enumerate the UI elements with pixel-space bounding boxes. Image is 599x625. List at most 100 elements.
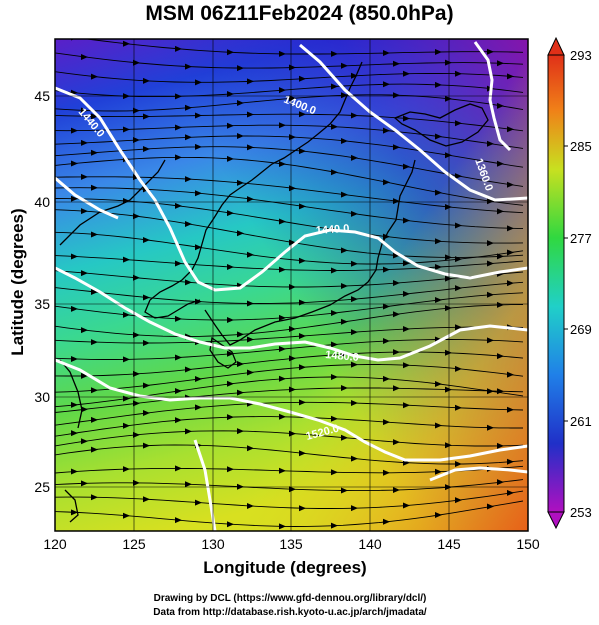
x-tick-label: 150: [516, 536, 540, 552]
streamline-arrow: [445, 349, 452, 356]
streamline-arrow: [227, 210, 234, 217]
streamline-arrow: [435, 468, 442, 475]
streamline-arrow: [383, 127, 390, 134]
wind-streamlines: [55, 39, 524, 530]
streamline-arrow: [299, 148, 306, 155]
streamline-arrow: [133, 274, 140, 281]
x-axis: 120 125 130 135 140 145 150: [43, 536, 540, 552]
streamline-arrow: [507, 406, 514, 413]
streamline-arrow: [91, 288, 98, 295]
streamline-arrow: [393, 385, 400, 392]
streamline: [55, 364, 524, 393]
height-contours: [55, 41, 528, 531]
streamline-arrow: [445, 203, 452, 210]
streamline-arrow: [393, 280, 400, 287]
streamline-arrow: [185, 279, 192, 286]
streamline-arrow: [133, 431, 140, 438]
streamline-arrow: [227, 264, 234, 271]
streamline-arrow: [299, 257, 306, 264]
streamline-arrow: [497, 60, 504, 67]
grid-lines: [55, 39, 528, 531]
streamline-arrow: [81, 270, 88, 277]
streamline-arrow: [279, 122, 286, 129]
streamline: [55, 416, 523, 437]
streamline-arrow: [175, 417, 182, 424]
streamline-arrow: [279, 523, 286, 530]
streamline-arrow: [445, 275, 452, 282]
streamline-arrow: [487, 48, 494, 55]
colorbar-tick-label: 293: [570, 48, 592, 63]
streamline-arrow: [383, 179, 390, 186]
streamline-arrow: [123, 126, 130, 133]
streamline-arrow: [81, 406, 88, 413]
streamline: [55, 444, 524, 465]
streamline-arrow: [71, 401, 78, 408]
streamline-arrow: [237, 230, 244, 237]
streamline-arrow: [497, 442, 504, 449]
streamline-arrow: [279, 50, 286, 57]
x-tick-label: 120: [43, 536, 67, 552]
streamline-arrow: [497, 253, 504, 260]
streamline-arrow: [435, 296, 442, 303]
streamline-arrow: [507, 249, 514, 256]
streamline-arrow: [299, 203, 306, 210]
streamline-arrow: [487, 260, 494, 267]
streamline-arrow: [435, 81, 442, 88]
streamline-arrow: [383, 419, 390, 426]
streamline-arrow: [227, 466, 234, 473]
streamline-arrow: [331, 169, 338, 176]
streamline-arrow: [81, 480, 88, 487]
streamline-arrow: [195, 143, 202, 150]
streamline-arrow: [143, 294, 150, 301]
streamline-arrow: [383, 266, 390, 273]
streamline-arrow: [91, 387, 98, 394]
streamline-arrow: [351, 400, 358, 407]
streamline-arrow: [227, 90, 234, 97]
streamline-arrow: [383, 303, 390, 310]
streamline-arrow: [299, 332, 306, 339]
streamline-arrow: [91, 446, 98, 453]
streamline: [55, 113, 524, 132]
streamline-arrow: [455, 460, 462, 467]
streamline-arrow: [507, 73, 514, 80]
streamline-arrow: [435, 189, 442, 196]
streamline-arrow: [91, 73, 98, 80]
streamline-arrow: [393, 439, 400, 446]
streamline-arrow: [133, 331, 140, 338]
contour-label-1440: 1440.0: [315, 223, 349, 237]
streamline-arrow: [299, 505, 306, 512]
streamline-arrow: [497, 102, 504, 109]
streamline-arrow: [227, 49, 234, 56]
x-axis-label: Longitude (degrees): [203, 558, 367, 577]
streamline-arrow: [133, 400, 140, 407]
streamline-arrow: [185, 63, 192, 70]
streamline-arrow: [331, 83, 338, 90]
streamline: [55, 326, 524, 344]
streamline-arrow: [123, 197, 130, 204]
y-tick-label: 25: [34, 479, 50, 495]
streamline-arrow: [497, 208, 504, 215]
streamline-arrow: [351, 361, 358, 368]
streamline-arrow: [403, 290, 410, 297]
x-tick-label: 130: [201, 536, 225, 552]
streamline-arrow: [497, 301, 504, 308]
streamline: [55, 83, 524, 98]
streamline-arrow: [341, 92, 348, 99]
colorbar-tick-label: 253: [570, 505, 592, 520]
streamline-arrow: [299, 75, 306, 82]
streamline-arrow: [143, 113, 150, 120]
streamline: [55, 231, 524, 265]
streamline-arrow: [185, 428, 192, 435]
streamline-arrow: [133, 107, 140, 114]
y-axis-label: Latitude (degrees): [8, 208, 27, 356]
streamline-arrow: [175, 45, 182, 52]
streamline-arrow: [81, 372, 88, 379]
streamline-arrow: [133, 59, 140, 66]
streamline-arrow: [487, 424, 494, 431]
streamline-arrow: [279, 314, 286, 321]
y-axis: 45 40 35 30 25: [34, 88, 50, 495]
streamline-arrow: [403, 70, 410, 77]
streamline-arrow: [455, 404, 462, 411]
streamline-arrow: [351, 210, 358, 217]
